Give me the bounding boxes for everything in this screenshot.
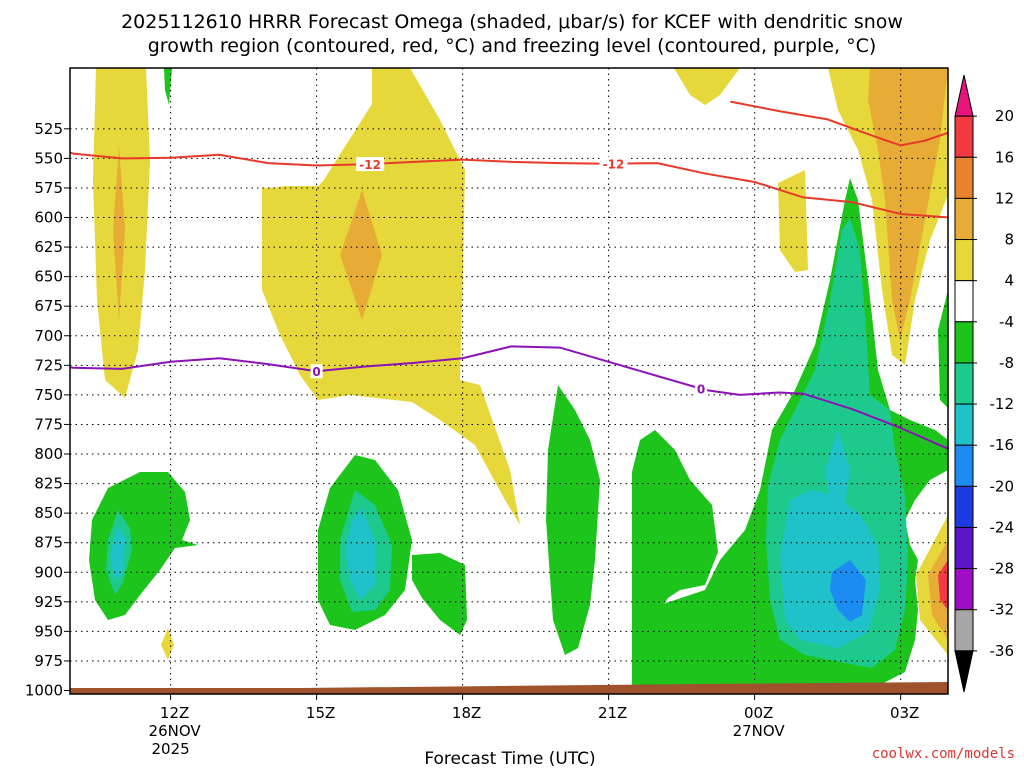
y-tick-label: 800 — [34, 445, 63, 463]
omega-region-cyan-1 — [110, 525, 126, 580]
colorbar-label: -4 — [999, 313, 1014, 331]
ground-terrain — [70, 682, 948, 694]
colorbar-segment — [954, 115, 974, 158]
colorbar-segment — [954, 526, 974, 570]
y-tick-label: 875 — [34, 534, 63, 552]
dgz-contour-label-bg — [599, 156, 628, 171]
x-year-label: 2025 — [152, 740, 190, 758]
dgz-contour-upper — [730, 100, 948, 147]
omega-region-green-1 — [164, 68, 172, 105]
x-tick-label: 12Z — [160, 704, 189, 722]
x-tick-label: 03Z — [890, 704, 919, 722]
colorbar-label: 12 — [995, 189, 1014, 207]
x-tick-label: 00Z — [744, 704, 773, 722]
colorbar-segment — [954, 403, 974, 446]
colorbar-segment — [954, 568, 974, 611]
dgz-contour-label: -12 — [359, 158, 381, 172]
colorbar-top-arrow — [954, 74, 974, 117]
colorbar-label: 8 — [1004, 231, 1014, 249]
freezing-level-label-bg — [695, 381, 708, 396]
freezing-level-label: 0 — [697, 383, 705, 397]
chart-title-line1: 2025112610 HRRR Forecast Omega (shaded, … — [121, 11, 903, 33]
omega-region-blue-1 — [830, 560, 866, 622]
omega-region-green-4 — [412, 553, 467, 635]
omega-region-orange-3 — [868, 68, 948, 340]
omega-region-orange-1 — [113, 145, 125, 320]
omega-region-green-8 — [938, 290, 948, 408]
colorbar-label: -12 — [990, 395, 1015, 413]
colorbar-label: -32 — [990, 601, 1015, 619]
y-tick-label: 825 — [34, 475, 63, 493]
colorbar-label: -36 — [990, 642, 1015, 660]
x-date-label: 27NOV — [733, 722, 786, 740]
contour-lines: -12 -12 0 0 — [70, 100, 948, 450]
y-tick-label: 750 — [34, 386, 63, 404]
omega-region-yellow-3 — [262, 68, 520, 525]
colorbar-segment — [954, 280, 974, 323]
y-tick-label: 525 — [34, 120, 63, 138]
omega-region-yellow-4 — [674, 68, 740, 105]
colorbar-label: 4 — [1004, 272, 1014, 290]
colorbar-label: -20 — [990, 477, 1015, 495]
y-tick-label: 950 — [34, 622, 63, 640]
dgz-contour-label: -12 — [603, 158, 625, 172]
colorbar-segment — [954, 321, 974, 364]
y-tick-label: 775 — [34, 415, 63, 433]
x-tick-label: 21Z — [598, 704, 627, 722]
colorbar-segment — [954, 362, 974, 405]
x-axis-label: Forecast Time (UTC) — [424, 749, 595, 768]
y-tick-label: 550 — [34, 149, 63, 167]
pressure-gridlines — [70, 128, 948, 662]
y-tick-label: 675 — [34, 297, 63, 315]
omega-region-orange-4 — [928, 540, 948, 640]
x-tick-label: 15Z — [306, 704, 335, 722]
x-tick-label: 18Z — [452, 704, 481, 722]
y-tick-label: 975 — [34, 652, 63, 670]
colorbar-label: -8 — [999, 354, 1014, 372]
y-tick-label: 725 — [34, 356, 63, 374]
colorbar-segment — [954, 239, 974, 282]
omega-region-cyan-2 — [345, 508, 375, 600]
y-tick-label: 700 — [34, 327, 63, 345]
plot-frame — [69, 67, 949, 695]
colorbar-segment — [954, 609, 974, 652]
colorbar-segment — [954, 485, 974, 528]
y-tick-label: 575 — [34, 179, 63, 197]
colorbar-label: -28 — [990, 560, 1015, 578]
omega-region-cyan-4 — [825, 430, 850, 505]
y-axis: 525 550 575 600 625 650 675 700 725 750 775 800 825 8… — [25, 120, 70, 700]
colorbar-label: -16 — [990, 436, 1015, 454]
y-tick-label: 925 — [34, 593, 63, 611]
y-tick-label: 900 — [34, 563, 63, 581]
omega-region-orange-2 — [340, 190, 382, 320]
y-tick-label: 1000 — [25, 682, 63, 700]
dgz-contour-label-bg — [356, 157, 385, 172]
colorbar-bottom-arrow — [954, 650, 974, 693]
colorbar-label: -24 — [990, 518, 1015, 536]
dgz-contour-minus12 — [70, 151, 948, 219]
colorbar-segment — [954, 156, 974, 199]
freezing-level-label-bg — [310, 364, 323, 379]
y-tick-label: 625 — [34, 238, 63, 256]
colorbar-segment — [954, 444, 974, 487]
colorbar: 20 16 12 8 4 -4 -8 -12 -16 -20 -24 -28 -32 -36 — [954, 74, 1015, 693]
colorbar-label: 16 — [995, 148, 1014, 166]
chart-title-line2: growth region (contoured, red, °C) and f… — [148, 35, 877, 57]
y-tick-label: 600 — [34, 209, 63, 227]
freezing-level-contour — [70, 345, 948, 450]
omega-region-green-6 — [632, 430, 718, 690]
freezing-level-label: 0 — [312, 365, 320, 379]
colorbar-label: 20 — [995, 107, 1014, 125]
y-tick-label: 850 — [34, 504, 63, 522]
colorbar-segment — [954, 197, 974, 241]
y-tick-label: 650 — [34, 268, 63, 286]
credit-text: coolwx.com/models — [872, 746, 1015, 762]
omega-region-green-5 — [546, 385, 600, 655]
x-date-label: 26NOV — [149, 722, 202, 740]
